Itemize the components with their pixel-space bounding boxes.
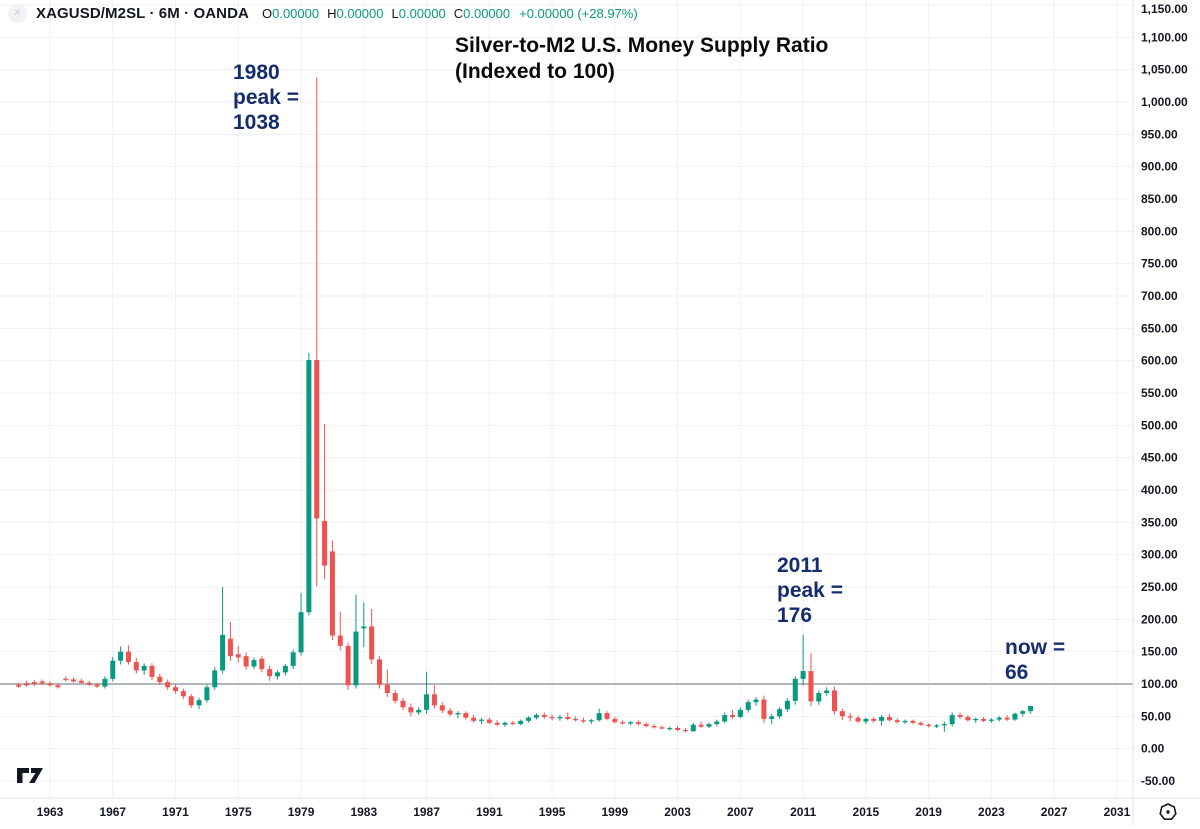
svg-text:1,150.00: 1,150.00: [1141, 2, 1188, 16]
change-value: +0.00000 (+28.97%): [519, 6, 638, 21]
svg-text:1983: 1983: [350, 805, 377, 819]
svg-text:2007: 2007: [727, 805, 754, 819]
svg-text:400.00: 400.00: [1141, 483, 1178, 497]
svg-text:1971: 1971: [162, 805, 189, 819]
svg-text:1975: 1975: [225, 805, 252, 819]
svg-text:1991: 1991: [476, 805, 503, 819]
tradingview-logo[interactable]: [16, 767, 46, 789]
time-axis[interactable]: 1963 1967 1971 1975 1979 1983 1987 1991 1995 1999…: [37, 805, 1131, 819]
svg-text:300.00: 300.00: [1141, 548, 1178, 562]
close-value: C0.00000: [453, 6, 511, 21]
peak-1980-annotation[interactable]: 1980 peak = 1038: [233, 61, 299, 134]
ohlc-values: O0.00000 H0.00000 L0.00000 C0.00000: [262, 6, 510, 21]
svg-text:1,100.00: 1,100.00: [1141, 30, 1188, 44]
svg-text:150.00: 150.00: [1141, 645, 1178, 659]
svg-text:900.00: 900.00: [1141, 160, 1178, 174]
chart-title-annotation[interactable]: Silver-to-M2 U.S. Money Supply Ratio (In…: [455, 33, 828, 85]
chart-title-line1: Silver-to-M2 U.S. Money Supply Ratio: [455, 34, 829, 57]
svg-text:2023: 2023: [978, 805, 1005, 819]
svg-text:200.00: 200.00: [1141, 612, 1178, 626]
svg-text:1987: 1987: [413, 805, 440, 819]
svg-text:650.00: 650.00: [1141, 321, 1178, 335]
svg-text:250.00: 250.00: [1141, 580, 1178, 594]
chart-legend: ✕ XAGUSD/M2SL · 6M · OANDA O0.00000 H0.0…: [8, 4, 638, 23]
symbol-title[interactable]: XAGUSD/M2SL · 6M · OANDA: [36, 5, 249, 22]
svg-text:1967: 1967: [99, 805, 126, 819]
now-annotation[interactable]: now = 66: [1005, 636, 1066, 684]
svg-text:1979: 1979: [288, 805, 315, 819]
svg-text:1995: 1995: [539, 805, 566, 819]
svg-text:1,050.00: 1,050.00: [1141, 63, 1188, 77]
low-value: L0.00000: [391, 6, 446, 21]
svg-text:350.00: 350.00: [1141, 515, 1178, 529]
gear-icon[interactable]: [1156, 800, 1180, 829]
svg-text:2019: 2019: [915, 805, 942, 819]
svg-text:550.00: 550.00: [1141, 386, 1178, 400]
svg-text:750.00: 750.00: [1141, 257, 1178, 271]
candles: [16, 77, 1034, 733]
open-value: O0.00000: [261, 6, 320, 21]
svg-text:1,000.00: 1,000.00: [1141, 95, 1188, 109]
svg-text:-50.00: -50.00: [1141, 774, 1175, 788]
high-value: H0.00000: [327, 6, 384, 21]
price-axis[interactable]: 1,150.00 1,100.00 1,050.00 1,000.00 950.00 90…: [1141, 2, 1188, 788]
svg-text:600.00: 600.00: [1141, 354, 1178, 368]
svg-text:1963: 1963: [37, 805, 64, 819]
svg-text:2027: 2027: [1041, 805, 1068, 819]
svg-text:1999: 1999: [601, 805, 628, 819]
svg-text:950.00: 950.00: [1141, 127, 1178, 141]
svg-text:2015: 2015: [853, 805, 880, 819]
svg-text:100.00: 100.00: [1141, 677, 1178, 691]
svg-text:2003: 2003: [664, 805, 691, 819]
svg-text:2011: 2011: [790, 805, 816, 819]
svg-text:2031: 2031: [1104, 805, 1131, 819]
svg-text:700.00: 700.00: [1141, 289, 1178, 303]
svg-text:500.00: 500.00: [1141, 418, 1178, 432]
svg-text:850.00: 850.00: [1141, 192, 1178, 206]
chart-title-line2: (Indexed to 100): [455, 60, 615, 83]
grid-lines: [0, 0, 1133, 798]
svg-text:800.00: 800.00: [1141, 224, 1178, 238]
svg-text:50.00: 50.00: [1141, 709, 1171, 723]
svg-text:450.00: 450.00: [1141, 451, 1178, 465]
svg-text:0.00: 0.00: [1141, 742, 1165, 756]
peak-2011-annotation[interactable]: 2011 peak = 176: [777, 554, 843, 627]
symbol-logo-icon: ✕: [8, 4, 27, 23]
